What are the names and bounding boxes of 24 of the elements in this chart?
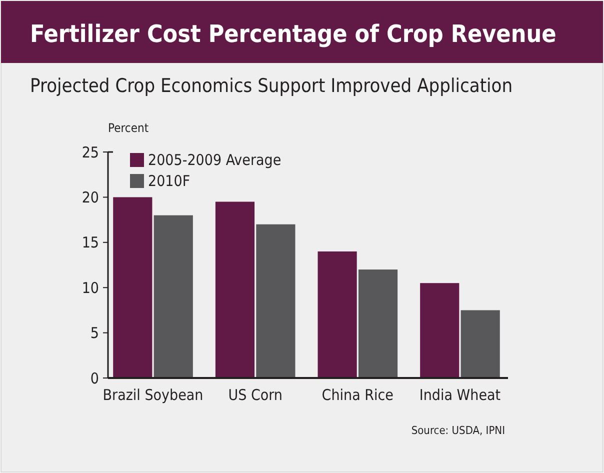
y-tick-label: 5 (90, 324, 99, 342)
bar (358, 270, 398, 378)
y-tick-label: 0 (90, 369, 99, 388)
legend-label: 2010F (148, 172, 190, 190)
bar (420, 283, 460, 378)
bar (154, 215, 193, 378)
x-tick-label: Brazil Soybean (102, 386, 204, 404)
y-tick-label: 10 (82, 278, 99, 297)
y-tick-label: 15 (82, 234, 99, 252)
y-tick-label: 25 (82, 143, 99, 162)
y-tick-label: 20 (82, 188, 99, 206)
y-axis-title: Percent (108, 121, 149, 135)
x-tick-label: China Rice (322, 386, 394, 404)
chart-subtitle: Projected Crop Economics Support Improved Application (30, 75, 513, 97)
legend-label: 2005-2009 Average (148, 151, 282, 169)
bar (318, 251, 357, 378)
source-note: Source: USDA, IPNI (411, 424, 505, 437)
bar (215, 202, 255, 378)
x-tick-label: US Corn (228, 386, 282, 404)
chart-title: Fertilizer Cost Percentage of Crop Revenue (30, 20, 556, 48)
bar (113, 197, 152, 378)
bar (256, 224, 296, 378)
bar (460, 310, 500, 378)
x-tick-label: India Wheat (419, 386, 501, 404)
